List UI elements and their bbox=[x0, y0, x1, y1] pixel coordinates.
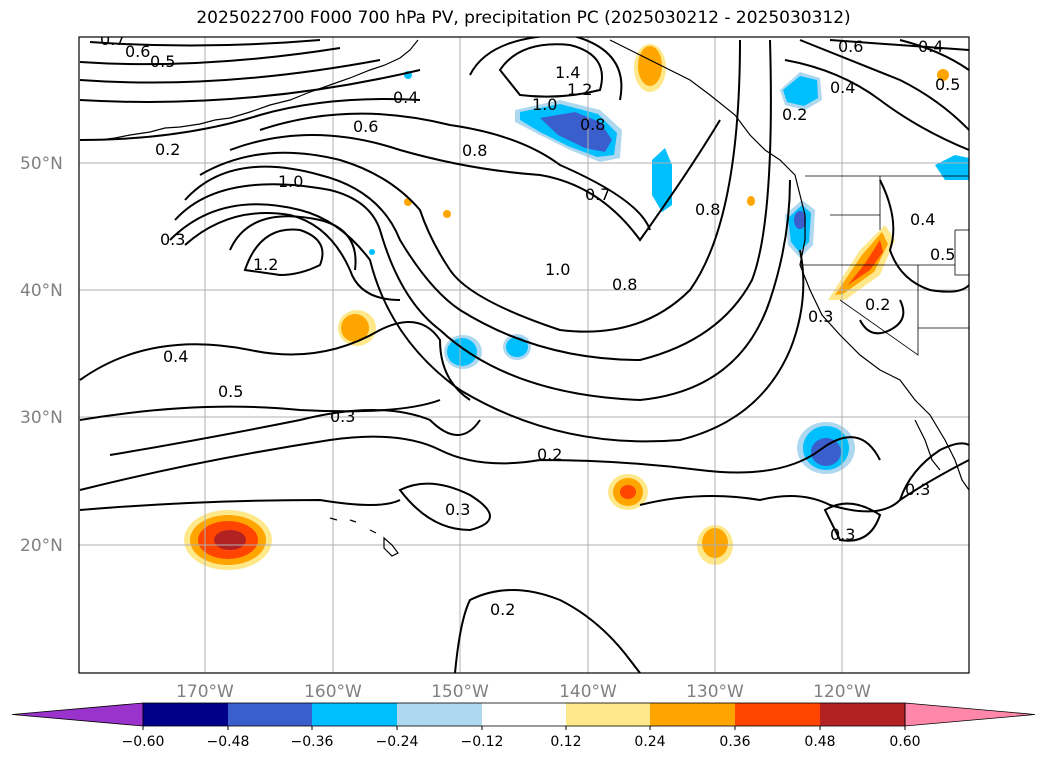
contour-label: 0.6 bbox=[353, 117, 378, 136]
pv-contours bbox=[79, 37, 969, 673]
contour-label: 0.5 bbox=[930, 245, 955, 264]
lon-label: 170°W bbox=[176, 682, 234, 702]
lon-label: 120°W bbox=[813, 682, 871, 702]
contour-label: 0.8 bbox=[612, 275, 637, 294]
contour-label: 0.3 bbox=[808, 307, 833, 326]
contour-label: 0.6 bbox=[125, 42, 150, 61]
colorbar-segment bbox=[482, 703, 566, 726]
colorbar-ticks: −0.60 −0.48 −0.36 −0.24 −0.12 0.12 0.24 0.36 0.4… bbox=[122, 726, 921, 750]
contour-label: 0.5 bbox=[935, 75, 960, 94]
colorbar-tick-label: −0.24 bbox=[376, 734, 419, 750]
colorbar-segment bbox=[650, 703, 735, 726]
colorbar-segment bbox=[143, 703, 228, 726]
contour-label: 0.2 bbox=[782, 105, 807, 124]
contour-label: 1.4 bbox=[555, 63, 580, 82]
colorbar-segment bbox=[228, 703, 312, 726]
contour-label: 1.0 bbox=[532, 95, 557, 114]
contour-label: 0.2 bbox=[865, 295, 890, 314]
contour-label: 0.3 bbox=[160, 230, 185, 249]
colorbar-tick-label: 0.12 bbox=[550, 734, 581, 750]
colorbar-segment bbox=[312, 703, 397, 726]
latitude-labels: 50°N 40°N 30°N 20°N bbox=[20, 154, 63, 556]
colorbar-tick-label: 0.24 bbox=[634, 734, 665, 750]
contour-label: 0.3 bbox=[330, 407, 355, 426]
contour-label: 0.7 bbox=[100, 30, 125, 49]
colorbar-segment bbox=[397, 703, 482, 726]
colorbar-tick-label: −0.12 bbox=[461, 734, 504, 750]
map-title: 2025022700 F000 700 hPa PV, precipitatio… bbox=[196, 8, 851, 28]
lat-label: 20°N bbox=[20, 536, 63, 556]
contour-label: 1.0 bbox=[545, 260, 570, 279]
colorbar bbox=[11, 702, 1036, 727]
colorbar-tick-label: −0.60 bbox=[122, 734, 165, 750]
contour-label: 0.8 bbox=[580, 115, 605, 134]
colorbar-tick-label: −0.36 bbox=[291, 734, 334, 750]
lat-label: 30°N bbox=[20, 408, 63, 428]
colorbar-frame bbox=[142, 702, 906, 727]
contour-label: 0.8 bbox=[695, 200, 720, 219]
contour-label: 0.3 bbox=[830, 525, 855, 544]
colorbar-tick-label: −0.48 bbox=[207, 734, 250, 750]
longitude-labels: 170°W 160°W 150°W 140°W 130°W 120°W bbox=[176, 682, 871, 702]
lat-label: 40°N bbox=[20, 281, 63, 301]
lon-label: 130°W bbox=[686, 682, 744, 702]
contour-label: 1.0 bbox=[278, 172, 303, 191]
map-frame bbox=[78, 36, 970, 674]
contour-label: 0.3 bbox=[905, 480, 930, 499]
colorbar-extend-high bbox=[904, 702, 1036, 727]
contour-label: 0.4 bbox=[163, 347, 188, 366]
colorbar-segment bbox=[566, 703, 650, 726]
contour-label: 1.2 bbox=[567, 80, 592, 99]
colorbar-segment bbox=[735, 703, 820, 726]
contour-labels: 0.7 0.6 0.5 0.4 0.2 0.6 0.8 1.0 1.2 0.3 … bbox=[100, 30, 960, 619]
contour-label: 0.6 bbox=[838, 37, 863, 56]
contour-label: 0.8 bbox=[462, 141, 487, 160]
lat-label: 50°N bbox=[20, 154, 63, 174]
lon-label: 150°W bbox=[431, 682, 489, 702]
contour-label: 0.4 bbox=[918, 37, 943, 56]
contour-label: 0.4 bbox=[830, 78, 855, 97]
contour-label: 0.5 bbox=[150, 52, 175, 71]
contour-label: 0.3 bbox=[445, 500, 470, 519]
colorbar-tick-label: 0.60 bbox=[889, 734, 920, 750]
contour-label: 1.2 bbox=[253, 255, 278, 274]
contour-label: 0.2 bbox=[155, 140, 180, 159]
contour-label: 0.2 bbox=[490, 600, 515, 619]
precip-negative-shading bbox=[369, 71, 969, 474]
contour-label: 0.7 bbox=[585, 185, 610, 204]
colorbar-tick-label: 0.48 bbox=[804, 734, 835, 750]
contour-label: 0.5 bbox=[218, 382, 243, 401]
coastlines bbox=[99, 39, 969, 557]
colorbar-tick-label: 0.36 bbox=[719, 734, 750, 750]
lon-label: 160°W bbox=[304, 682, 362, 702]
political-borders bbox=[800, 175, 969, 356]
contour-label: 0.4 bbox=[393, 88, 418, 107]
contour-label: 0.4 bbox=[910, 210, 935, 229]
colorbar-extend-low bbox=[11, 702, 144, 727]
lon-label: 140°W bbox=[559, 682, 617, 702]
colorbar-segment bbox=[820, 703, 905, 726]
contour-label: 0.2 bbox=[537, 445, 562, 464]
